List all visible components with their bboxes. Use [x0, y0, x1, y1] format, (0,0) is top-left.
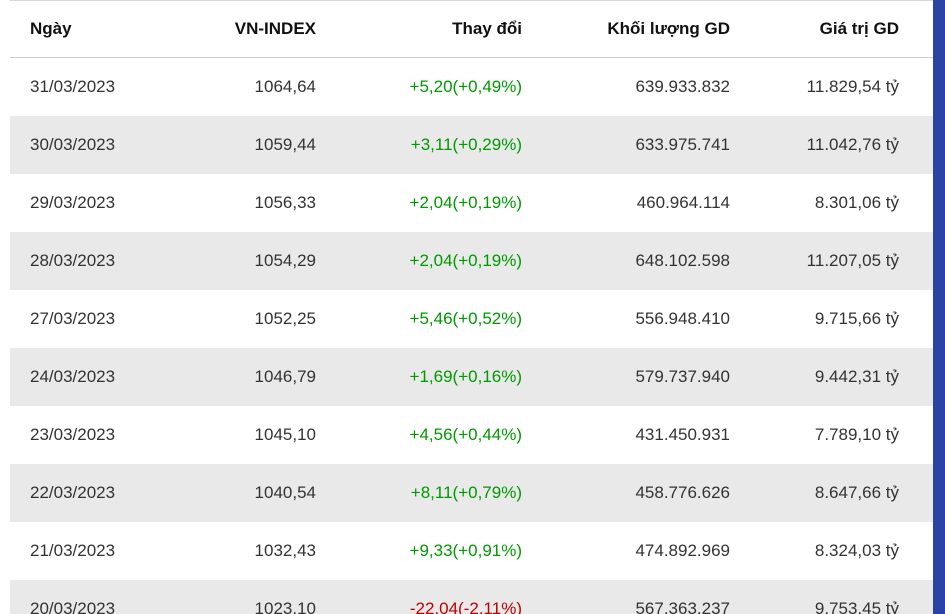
column-header-volume: Khối lượng GD — [540, 0, 750, 58]
cell-index: 1052,25 — [254, 309, 316, 328]
cell-change: +8,11(+0,79%) — [410, 483, 522, 502]
cell-date: 23/03/2023 — [30, 425, 116, 444]
vnindex-history-table: Ngày VN-INDEX Thay đổi Khối lượng GD Giá… — [10, 0, 933, 614]
cell-date: 27/03/2023 — [30, 309, 116, 328]
cell-index: 1054,29 — [254, 251, 316, 270]
cell-volume: 460.964.114 — [636, 193, 730, 212]
column-header-value: Giá trị GD — [750, 0, 933, 58]
cell-change: +5,20(+0,49%) — [409, 77, 522, 96]
right-edge-scrollbar[interactable] — [933, 0, 945, 614]
column-header-date: Ngày — [10, 0, 200, 58]
cell-volume: 579.737.940 — [635, 367, 730, 386]
cell-index: 1064,64 — [254, 77, 316, 96]
table-row: 22/03/2023 1040,54 +8,11(+0,79%) 458.776.62… — [10, 464, 933, 522]
table-row: 24/03/2023 1046,79 +1,69(+0,16%) 579.737.94… — [10, 348, 933, 406]
cell-volume: 639.933.832 — [635, 77, 730, 96]
table-body: 31/03/2023 1064,64 +5,20(+0,49%) 639.933.83… — [10, 58, 933, 614]
table-row: 23/03/2023 1045,10 +4,56(+0,44%) 431.450.93… — [10, 406, 933, 464]
table-row: 29/03/2023 1056,33 +2,04(+0,19%) 460.964.11… — [10, 174, 933, 232]
cell-value: 11.207,05 tỷ — [806, 251, 899, 270]
cell-value: 9.715,66 tỷ — [814, 309, 899, 328]
column-header-change: Thay đổi — [330, 0, 540, 58]
cell-change: +4,56(+0,44%) — [409, 425, 522, 444]
table-row: 31/03/2023 1064,64 +5,20(+0,49%) 639.933.83… — [10, 58, 933, 117]
cell-index: 1046,79 — [254, 367, 316, 386]
cell-index: 1032,43 — [254, 541, 316, 560]
table-row: 21/03/2023 1032,43 +9,33(+0,91%) 474.892.96… — [10, 522, 933, 580]
cell-date: 29/03/2023 — [30, 193, 116, 212]
cell-change: +1,69(+0,16%) — [409, 367, 522, 386]
vnindex-history-table-container: Ngày VN-INDEX Thay đổi Khối lượng GD Giá… — [10, 0, 933, 614]
cell-date: 28/03/2023 — [30, 251, 116, 270]
cell-volume: 567.363.237 — [635, 599, 730, 614]
cell-value: 8.301,06 tỷ — [814, 193, 899, 212]
header-row: Ngày VN-INDEX Thay đổi Khối lượng GD Giá… — [10, 0, 933, 58]
cell-date: 22/03/2023 — [30, 483, 116, 502]
cell-date: 30/03/2023 — [30, 135, 116, 154]
cell-volume: 556.948.410 — [635, 309, 730, 328]
cell-date: 24/03/2023 — [30, 367, 116, 386]
cell-date: 31/03/2023 — [30, 77, 116, 96]
cell-value: 11.829,54 tỷ — [806, 77, 899, 96]
cell-date: 21/03/2023 — [30, 541, 116, 560]
cell-volume: 474.892.969 — [635, 541, 730, 560]
table-row: 27/03/2023 1052,25 +5,46(+0,52%) 556.948.41… — [10, 290, 933, 348]
cell-index: 1056,33 — [254, 193, 316, 212]
table-header: Ngày VN-INDEX Thay đổi Khối lượng GD Giá… — [10, 0, 933, 58]
table-row: 20/03/2023 1023,10 -22,04(-2,11%) 567.363.2… — [10, 580, 933, 614]
cell-change: -22,04(-2,11%) — [409, 599, 522, 614]
cell-value: 8.324,03 tỷ — [814, 541, 899, 560]
column-header-index: VN-INDEX — [200, 0, 330, 58]
cell-change: +2,04(+0,19%) — [409, 251, 522, 270]
cell-value: 9.753,45 tỷ — [814, 599, 899, 614]
cell-volume: 648.102.598 — [635, 251, 730, 270]
cell-index: 1040,54 — [254, 483, 316, 502]
cell-value: 8.647,66 tỷ — [814, 483, 899, 502]
cell-value: 7.789,10 tỷ — [814, 425, 899, 444]
cell-index: 1059,44 — [254, 135, 316, 154]
cell-volume: 458.776.626 — [635, 483, 730, 502]
cell-value: 11.042,76 tỷ — [806, 135, 899, 154]
cell-volume: 431.450.931 — [635, 425, 730, 444]
cell-index: 1023,10 — [254, 599, 316, 614]
cell-volume: 633.975.741 — [635, 135, 730, 154]
table-row: 30/03/2023 1059,44 +3,11(+0,29%) 633.975.74… — [10, 116, 933, 174]
cell-value: 9.442,31 tỷ — [814, 367, 899, 386]
cell-index: 1045,10 — [254, 425, 316, 444]
table-row: 28/03/2023 1054,29 +2,04(+0,19%) 648.102.59… — [10, 232, 933, 290]
cell-date: 20/03/2023 — [30, 599, 116, 614]
cell-change: +2,04(+0,19%) — [409, 193, 522, 212]
cell-change: +3,11(+0,29%) — [410, 135, 522, 154]
cell-change: +5,46(+0,52%) — [409, 309, 522, 328]
cell-change: +9,33(+0,91%) — [409, 541, 522, 560]
